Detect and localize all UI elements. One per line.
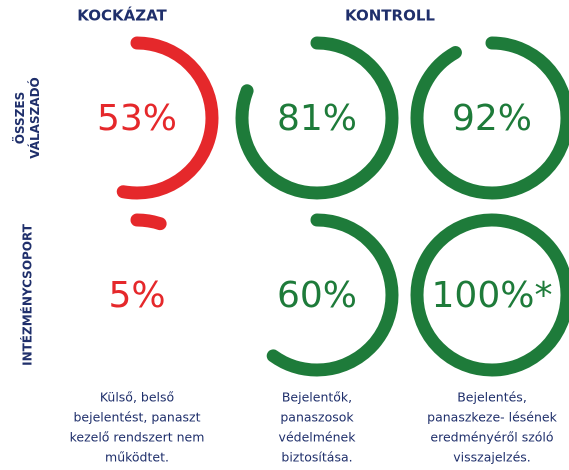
gauge-label: 53% <box>97 98 177 139</box>
caption: bejelentést, panaszt <box>74 410 201 425</box>
row-label: VÁLASZADÓ <box>27 77 42 159</box>
header-control: KONTROLL <box>345 7 435 25</box>
gauge-arc <box>55 213 219 377</box>
gauge-arc <box>410 213 569 377</box>
caption: Bejelentők, <box>282 390 352 405</box>
header-risk: KOCKÁZAT <box>77 6 167 25</box>
row-label: ÖSSZES <box>12 92 27 145</box>
gauge-arc <box>235 36 399 200</box>
gauge-arc <box>410 36 569 200</box>
gauge-label: 81% <box>277 98 357 139</box>
caption: Külső, belső <box>100 390 174 405</box>
caption: Bejelentés, <box>457 390 527 405</box>
caption: kezelő rendszert nem <box>70 430 205 445</box>
gauge-label: 60% <box>277 275 357 316</box>
gauge-label: 100%* <box>432 275 553 316</box>
caption: biztosítása. <box>281 450 352 465</box>
gauge-arc <box>235 213 399 377</box>
caption: eredményéről szóló <box>430 430 553 445</box>
caption: védelmének <box>279 430 357 445</box>
row-label: INTÉZMÉNYCSOPORT <box>20 223 35 366</box>
gauge-label: 5% <box>108 275 165 316</box>
gauge-label: 92% <box>452 98 532 139</box>
caption: panaszkeze- lésének <box>427 410 557 425</box>
caption: visszajelzés. <box>453 450 531 465</box>
gauge-arc <box>55 36 219 200</box>
caption: panaszosok <box>280 410 354 425</box>
caption: működtet. <box>105 450 169 465</box>
